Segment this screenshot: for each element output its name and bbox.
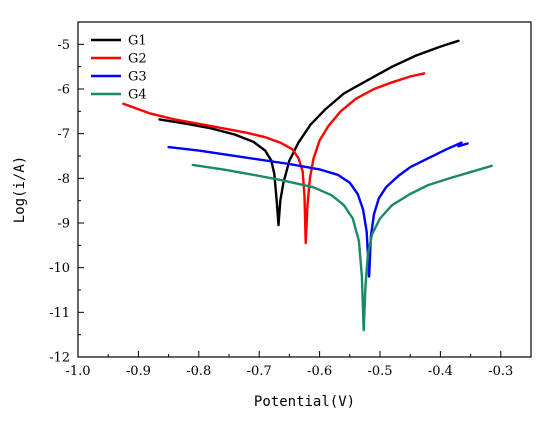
y-axis-title: Log(i/A) (12, 156, 28, 223)
x-tick-label: -0.3 (488, 364, 513, 379)
axes: -1.0 -0.9 -0.8 -0.7 -0.6 -0.5 -0.4 -0.3 -12 -11 -1… (49, 21, 532, 379)
y-tick-label: -10 (49, 261, 70, 276)
y-tick-label: -12 (49, 351, 70, 366)
x-tick-label: -0.7 (247, 364, 272, 379)
series-line-g4 (191, 163, 493, 332)
x-tick-label: -0.9 (126, 364, 151, 379)
x-tick-label: -0.8 (186, 364, 211, 379)
x-tick-label: -0.6 (307, 364, 332, 379)
plot-frame (77, 21, 532, 358)
series-lines (122, 39, 493, 332)
legend: G1 G2 G3 G4 (91, 34, 147, 103)
series-line-g2 (122, 72, 426, 245)
y-tick-label: -8 (57, 172, 70, 187)
x-tick-label: -0.5 (367, 364, 392, 379)
x-tick-label: -1.0 (65, 364, 90, 379)
legend-label-g3: G3 (128, 70, 147, 85)
y-tick-label: -9 (57, 217, 70, 232)
y-tick-label: -11 (49, 306, 70, 321)
legend-label-g1: G1 (128, 34, 147, 49)
x-tick-label: -0.4 (428, 364, 453, 379)
y-tick-label: -6 (57, 83, 70, 98)
y-tick-label: -7 (57, 127, 70, 142)
series-line-g3 (167, 141, 469, 278)
series-line-g1 (158, 39, 460, 227)
x-axis-title: Potential(V) (254, 394, 355, 410)
legend-label-g4: G4 (128, 88, 147, 103)
legend-label-g2: G2 (128, 52, 147, 67)
y-tick-label: -5 (57, 38, 70, 53)
